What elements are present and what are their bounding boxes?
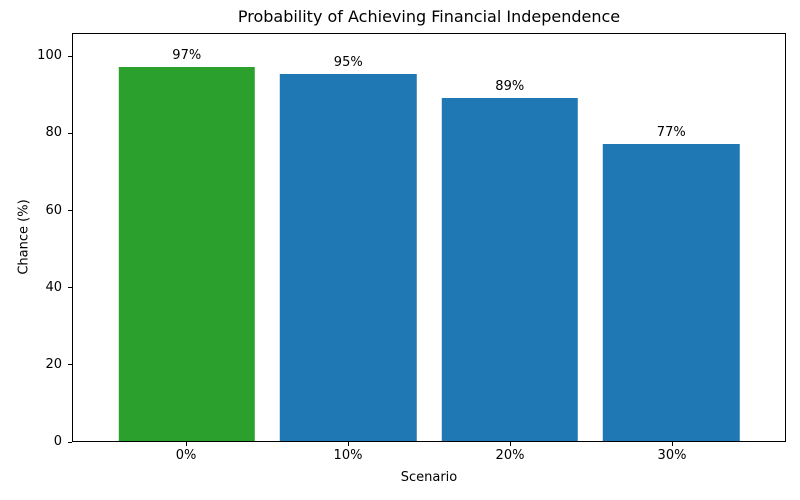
y-tick-mark xyxy=(68,287,72,289)
y-tick-label: 40 xyxy=(45,279,62,295)
bar-value-label: 89% xyxy=(495,78,525,94)
x-tick-mark xyxy=(509,442,511,446)
bar-10% xyxy=(280,74,417,441)
y-tick-mark xyxy=(68,55,72,57)
x-tick-label-30%: 30% xyxy=(657,448,687,463)
bar-slot-0%: 97% xyxy=(106,34,268,441)
x-tick-mark xyxy=(347,442,349,446)
y-tick-mark xyxy=(68,132,72,134)
x-tick-label-20%: 20% xyxy=(495,448,525,463)
y-tick-label: 20 xyxy=(45,356,62,372)
y-tick-label: 100 xyxy=(37,48,62,64)
chart-title: Probability of Achieving Financial Indep… xyxy=(237,7,621,26)
bar-slot-20%: 89% xyxy=(429,34,591,441)
x-tick-mark xyxy=(671,442,673,446)
bar-30% xyxy=(603,143,740,441)
bar-value-label: 77% xyxy=(656,124,686,140)
x-tick-label-0%: 0% xyxy=(175,448,197,463)
y-tick-mark xyxy=(68,364,72,366)
x-axis-label: Scenario xyxy=(400,470,458,485)
bars-container: 97% 95% 89% 77% xyxy=(106,34,752,441)
bar-value-label: 97% xyxy=(172,47,202,63)
bar-0% xyxy=(118,66,255,441)
y-tick-label: 0 xyxy=(53,434,62,449)
bar-20% xyxy=(441,97,578,441)
y-tick-label: 60 xyxy=(45,202,62,218)
plot-area: 97% 95% 89% 77% xyxy=(72,33,786,442)
x-tick-mark xyxy=(185,442,187,446)
y-tick-mark xyxy=(68,210,72,211)
y-tick-mark xyxy=(68,441,72,443)
x-tick-label-10%: 10% xyxy=(333,448,363,463)
bar-value-label: 95% xyxy=(333,55,363,71)
bar-slot-30%: 77% xyxy=(591,34,753,441)
y-tick-label: 80 xyxy=(45,125,62,141)
bar-slot-10%: 95% xyxy=(268,34,430,441)
